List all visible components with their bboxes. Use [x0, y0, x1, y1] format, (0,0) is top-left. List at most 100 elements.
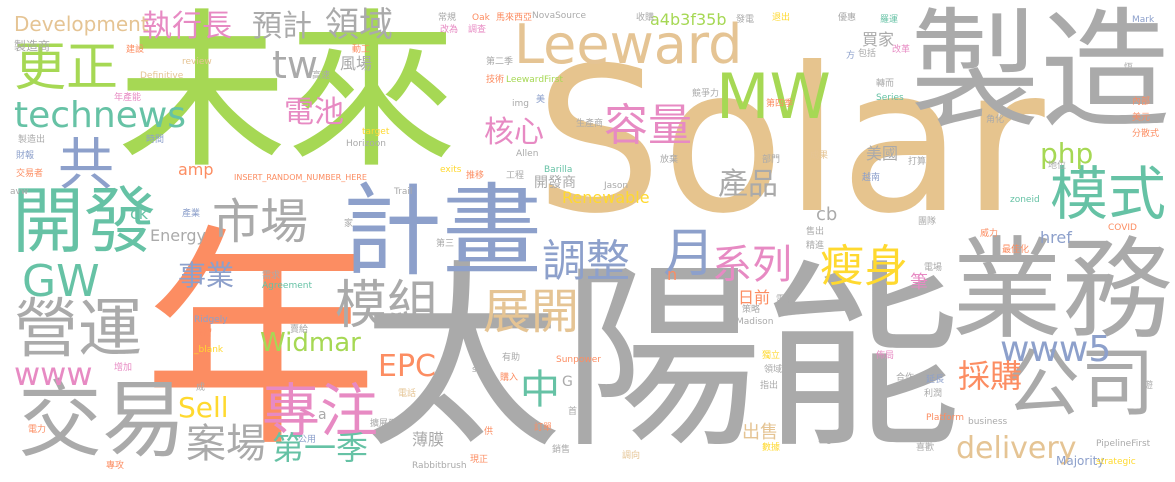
word-technews: technews: [14, 95, 187, 136]
word-yue: 月: [663, 224, 716, 284]
word-pipelinefirst: PipelineFirst: [1096, 439, 1151, 449]
word-dianwang: 電網: [776, 295, 795, 305]
word-shoushen: 瘦身: [820, 241, 908, 292]
word-shengchanshang: 生產商: [576, 119, 604, 129]
word-jianshe: 建設: [126, 45, 145, 55]
word-blank: _blank: [194, 345, 224, 355]
word-dianli: 電力: [28, 425, 47, 435]
word-horizoon: Horizoon: [346, 139, 386, 149]
word-mark: Mark: [1132, 15, 1155, 25]
word-exits: exits: [440, 165, 462, 175]
word-leewardfirst: LeewardFirst: [506, 75, 564, 85]
word-lingyu-small: 領域: [764, 365, 783, 375]
word-shuju: 數據: [762, 443, 781, 453]
word-dianchang: 電場: [924, 263, 943, 273]
word-ck: ck: [130, 204, 149, 223]
word-www: www: [14, 355, 93, 393]
word-amp: amp: [178, 160, 214, 179]
word-zhizaochu: 製造出: [18, 135, 46, 145]
word-a: a: [318, 407, 327, 423]
word-gouru: 購入: [500, 373, 519, 383]
word-insert-random: INSERT_RANDOM_NUMBER_HERE: [234, 173, 367, 182]
word-sell: Sell: [178, 391, 229, 424]
word-tw: tw: [272, 43, 318, 87]
word-novasource: NovaSource: [532, 11, 586, 21]
word-kuozhandao: 擴展到: [370, 419, 398, 429]
word-jingjin: 精進: [806, 241, 825, 251]
word-zhichu: 指出: [760, 381, 779, 391]
word-donggong: 動工: [352, 45, 371, 55]
word-diyiji: 第一季: [272, 429, 369, 467]
word-sunpower: Sunpower: [556, 355, 601, 365]
word-chengguo: 成果: [810, 151, 829, 161]
word-shijian: 時間: [146, 135, 165, 145]
word-review: review: [182, 57, 212, 67]
word-you: 遊: [1144, 381, 1154, 391]
word-xianzheng: 現正: [470, 455, 489, 465]
word-nianchanneng: 年產能: [114, 93, 142, 103]
word-jiaoyi: 交易: [18, 371, 187, 469]
word-signs: Signs: [818, 435, 843, 445]
word-buju: 佈局: [876, 351, 895, 361]
word-gongsi: 公司: [1005, 339, 1156, 427]
word-renewable: Renewable: [562, 188, 650, 207]
word-zhankai: 展開: [483, 284, 580, 340]
word-dianhua: 電話: [398, 389, 417, 399]
word-energy: Energy: [150, 226, 207, 245]
word-hezuo: 合作: [896, 373, 915, 383]
word-gaosu: 高速: [312, 71, 331, 81]
word-diwei: 地位: [1048, 161, 1067, 171]
word-cb: cb: [816, 204, 838, 225]
word-business: business: [968, 417, 1008, 427]
word-leeward: Leeward: [514, 13, 743, 76]
word-dingdan: 訂單: [534, 423, 553, 433]
word-dianchi: 電池: [284, 95, 344, 130]
word-weilai: 未來: [117, 0, 458, 192]
word-target: target: [362, 127, 390, 137]
word-duli: 獨立: [762, 351, 781, 361]
word-zhizaoshang: 製造商: [14, 39, 51, 53]
word-luoyun: 羅運: [880, 15, 899, 25]
word-a4b3f35b: a4b3f35b: [650, 10, 727, 29]
word-changgui: 常規: [438, 13, 457, 23]
word-dierji: 第二季: [486, 57, 514, 67]
word-caigou: 採購: [958, 357, 1023, 395]
word-celue: 策略: [742, 305, 761, 315]
word-xilie: 系列: [712, 242, 792, 288]
word-nian: 年: [143, 206, 378, 479]
word-zhong: 中: [520, 367, 560, 413]
word-zhuaner: 轉而: [876, 79, 895, 89]
word-caibao: 財報: [16, 151, 35, 161]
word-allen: Allen: [516, 149, 539, 159]
word-lingyu: 領域: [325, 5, 393, 45]
word-ridgely: Ridgely: [194, 315, 228, 325]
word-solar: Solar: [535, 25, 1045, 258]
word-php: php: [1040, 137, 1094, 170]
word-oak: Oak: [472, 13, 490, 23]
word-rongliang: 容量: [604, 100, 692, 151]
word-gaiwei: 改為: [440, 25, 459, 35]
word-shougou: 收購: [636, 13, 655, 23]
word-yingyun: 營運: [14, 293, 142, 367]
word-riqian: 日前: [738, 288, 771, 307]
word-shouchu: 售出: [806, 227, 825, 237]
word-gong-small: 供: [484, 427, 494, 437]
word-gong: 共: [58, 133, 114, 198]
word-yanchang: 延長: [926, 375, 945, 385]
word-lirun: 利潤: [924, 389, 943, 399]
word-avw: avw: [10, 187, 29, 197]
word-img: img: [512, 99, 529, 109]
word-yuji: 預計: [252, 9, 312, 44]
word-zhizao: 製造: [910, 0, 1171, 147]
word-tuichu: 退出: [772, 13, 791, 23]
word-tuandui: 團隊: [918, 217, 937, 227]
word-bomo: 薄膜: [412, 430, 445, 449]
word-href: href: [1040, 228, 1072, 247]
word-maigei: 賣給: [290, 325, 309, 335]
word-neibu: 內部: [1132, 97, 1151, 107]
word-anchang: 案場: [186, 421, 266, 467]
word-moshi: 模式: [1050, 160, 1167, 228]
word-yuenan: 越南: [862, 173, 881, 183]
word-jiaohua: 角化: [986, 115, 1005, 125]
word-mozu: 模組: [335, 276, 440, 336]
